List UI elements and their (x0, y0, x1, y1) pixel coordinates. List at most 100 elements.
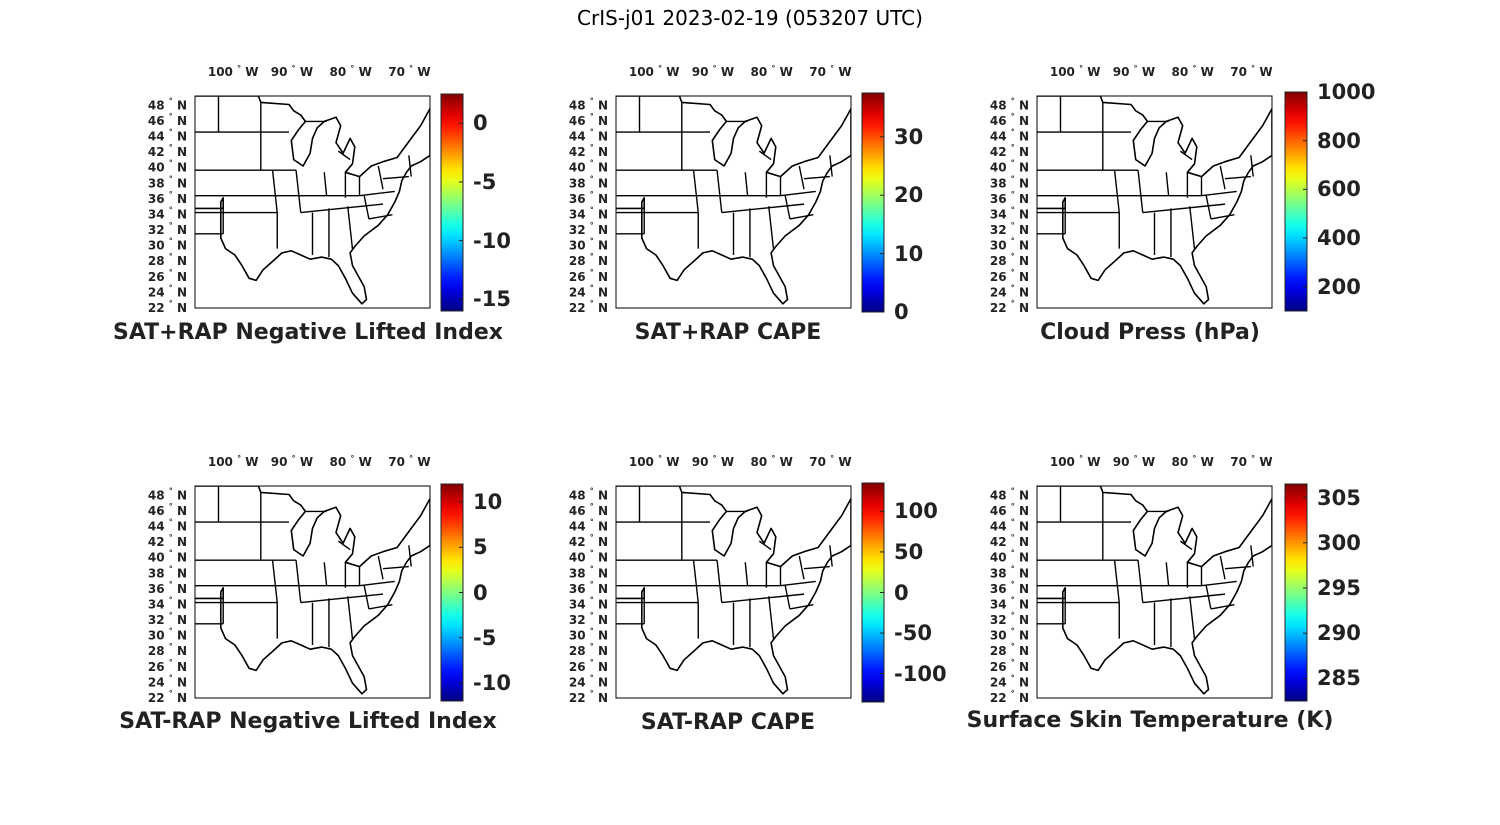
colorbar-tick-label: -10 (473, 670, 511, 695)
state-border (337, 150, 351, 161)
lon-tick-label: 80 ° W (1172, 454, 1214, 469)
state-border (768, 596, 775, 639)
lat-tick-label: 28 ° N (148, 642, 187, 658)
colorbar (440, 93, 464, 312)
panel-title: SAT+RAP Negative Lifted Index (113, 320, 503, 345)
lon-tick-label: 70 ° W (809, 64, 851, 79)
state-border (1113, 170, 1120, 213)
state-border (780, 580, 816, 587)
lat-tick-label: 38 ° N (148, 174, 187, 190)
state-border (382, 565, 409, 570)
coastline (1037, 486, 1272, 695)
lat-tick-label: 22 ° N (148, 299, 187, 315)
state-border (758, 150, 772, 161)
lat-tick-label: 30 ° N (569, 237, 608, 253)
lat-tick-label: 36 ° N (148, 580, 187, 596)
map-frame (1036, 485, 1273, 699)
colorbar-tick-label: -10 (473, 228, 511, 253)
state-border (1189, 206, 1196, 249)
lon-tick-label: 80 ° W (751, 454, 793, 469)
lat-tick-label: 30 ° N (148, 237, 187, 253)
lat-tick-label: 40 ° N (569, 159, 608, 175)
colorbar-tick-label: 10 (473, 490, 503, 515)
lon-tick-label: 70 ° W (1230, 454, 1272, 469)
colorbar-tick-label: 0 (473, 111, 488, 136)
map-frame (615, 95, 852, 309)
colorbar (1284, 91, 1308, 312)
lat-tick-label: 46 ° N (990, 112, 1029, 128)
map-frame (194, 485, 431, 699)
lat-tick-label: 24 ° N (148, 283, 187, 299)
state-border (295, 560, 302, 603)
state-border (382, 175, 409, 180)
lat-tick-label: 42 ° N (990, 533, 1029, 549)
lat-tick-label: 36 ° N (990, 190, 1029, 206)
lat-tick-label: 26 ° N (990, 268, 1029, 284)
colorbar-tick-label: 285 (1317, 666, 1361, 691)
lat-tick-label: 22 ° N (990, 299, 1029, 315)
figure-title: CrIS-j01 2023-02-19 (053207 UTC) (577, 6, 923, 30)
lat-tick-label: 28 ° N (569, 642, 608, 658)
state-border (1142, 593, 1226, 604)
lat-tick-label: 34 ° N (569, 205, 608, 221)
lat-tick-label: 24 ° N (148, 673, 187, 689)
state-border (721, 203, 805, 214)
state-border (377, 165, 384, 190)
lon-tick-label: 70 ° W (388, 64, 430, 79)
lon-tick-label: 80 ° W (1172, 64, 1214, 79)
panel-cloud-press: 100 ° W 90 ° W 80 ° W 70 ° W 48 ° N 46 ° N 44 … (950, 58, 1390, 358)
lat-tick-label: 40 ° N (990, 159, 1029, 175)
map-surface-skin-temp: 100 ° W 90 ° W 80 ° W 70 ° W 48 ° N46 ° N44 … (990, 454, 1308, 705)
lat-tick-label: 32 ° N (990, 221, 1029, 237)
lat-tick-label: 32 ° N (990, 611, 1029, 627)
lat-tick-label: 28 ° N (148, 252, 187, 268)
lat-tick-label: 44 ° N (990, 128, 1029, 144)
colorbar (1284, 483, 1308, 702)
state-border (1250, 155, 1254, 177)
colorbar-tick-label: 30 (894, 124, 924, 149)
lat-tick-label: 26 ° N (148, 658, 187, 674)
state-border (692, 170, 699, 213)
lat-tick-label: 34 ° N (148, 205, 187, 221)
colorbar-tick-label: 1000 (1317, 80, 1376, 104)
state-border (347, 206, 354, 249)
lon-tick-label: 90 ° W (692, 454, 734, 469)
lat-tick-label: 42 ° N (569, 533, 608, 549)
lat-tick-label: 48 ° N (569, 486, 608, 502)
lat-tick-label: 48 ° N (148, 96, 187, 112)
lat-tick-label: 32 ° N (148, 611, 187, 627)
lat-tick-label: 44 ° N (990, 518, 1029, 534)
panel-sat-rap-diff-nli: 100 ° W 90 ° W 80 ° W 70 ° W 48 ° N 46 ° N 44 … (100, 450, 520, 750)
state-border (1189, 596, 1196, 639)
lat-tick-label: 24 ° N (990, 283, 1029, 299)
state-border (1137, 560, 1144, 603)
lat-tick-label: 26 ° N (569, 268, 608, 284)
colorbar-tick-label: 0 (894, 300, 909, 324)
lat-tick-label: 24 ° N (569, 283, 608, 299)
lat-tick-label: 48 ° N (990, 96, 1029, 112)
state-border (692, 560, 699, 603)
lat-tick-label: 46 ° N (569, 502, 608, 518)
state-border (798, 555, 805, 580)
state-border (368, 604, 393, 610)
state-border (408, 155, 412, 177)
state-border (1224, 565, 1251, 570)
state-border (359, 190, 395, 197)
state-border (363, 585, 370, 610)
state-border (347, 596, 354, 639)
panel-title: SAT+RAP CAPE (634, 320, 822, 345)
state-border (300, 593, 384, 604)
lon-tick-label: 100 ° W (208, 454, 259, 469)
lon-tick-label: 100 ° W (1050, 64, 1101, 79)
colorbar-tick-label: 0 (894, 580, 909, 605)
lat-tick-label: 40 ° N (990, 549, 1029, 565)
map-frame (1036, 95, 1273, 309)
lon-tick-label: 70 ° W (388, 454, 430, 469)
lat-tick-label: 34 ° N (148, 595, 187, 611)
lat-tick-label: 38 ° N (990, 174, 1029, 190)
state-border (377, 555, 384, 580)
map-sat-rap-diff-cape: 100 ° W 90 ° W 80 ° W 70 ° W 48 ° N46 ° N44 … (569, 454, 885, 705)
state-border (716, 170, 723, 213)
state-border (271, 560, 278, 603)
lat-tick-label: 22 ° N (569, 299, 608, 315)
